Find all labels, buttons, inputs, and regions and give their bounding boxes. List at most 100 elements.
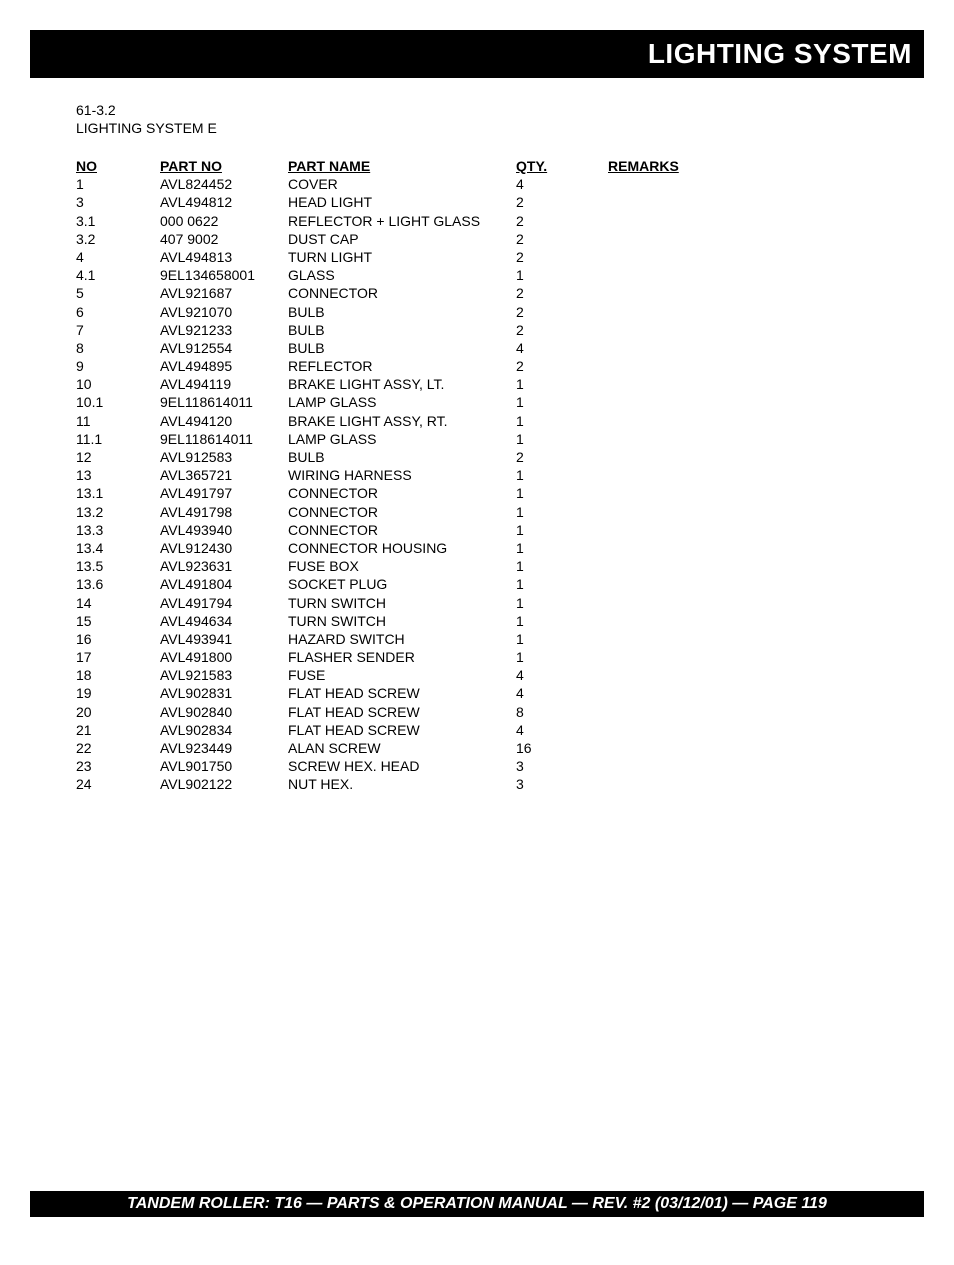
- cell-part-name: CONNECTOR: [288, 503, 516, 521]
- table-row: 4AVL494813TURN LIGHT2: [76, 248, 954, 266]
- cell-remarks: [608, 284, 728, 302]
- cell-no: 9: [76, 357, 160, 375]
- cell-qty: 1: [516, 412, 608, 430]
- table-row: 1AVL824452COVER4: [76, 175, 954, 193]
- cell-part-name: ALAN SCREW: [288, 739, 516, 757]
- cell-part-no: AVL494119: [160, 375, 288, 393]
- cell-remarks: [608, 466, 728, 484]
- cell-remarks: [608, 739, 728, 757]
- cell-part-no: AVL494813: [160, 248, 288, 266]
- table-row: 4.19EL134658001GLASS1: [76, 266, 954, 284]
- cell-part-name: FUSE: [288, 666, 516, 684]
- table-row: 12AVL912583BULB2: [76, 448, 954, 466]
- cell-part-no: AVL923631: [160, 557, 288, 575]
- cell-remarks: [608, 721, 728, 739]
- cell-qty: 1: [516, 630, 608, 648]
- table-row: 24AVL902122NUT HEX.3: [76, 775, 954, 793]
- cell-part-name: CONNECTOR: [288, 521, 516, 539]
- table-row: 19AVL902831FLAT HEAD SCREW4: [76, 684, 954, 702]
- cell-qty: 1: [516, 557, 608, 575]
- cell-no: 10.1: [76, 393, 160, 411]
- cell-part-name: CONNECTOR HOUSING: [288, 539, 516, 557]
- table-row: 16AVL493941HAZARD SWITCH1: [76, 630, 954, 648]
- cell-part-no: AVL921687: [160, 284, 288, 302]
- cell-part-name: BULB: [288, 448, 516, 466]
- table-row: 5AVL921687CONNECTOR2: [76, 284, 954, 302]
- table-row: 23AVL901750SCREW HEX. HEAD3: [76, 757, 954, 775]
- cell-part-no: AVL912430: [160, 539, 288, 557]
- cell-qty: 2: [516, 193, 608, 211]
- cell-part-no: AVL901750: [160, 757, 288, 775]
- table-row: 3AVL494812HEAD LIGHT2: [76, 193, 954, 211]
- cell-part-name: FUSE BOX: [288, 557, 516, 575]
- cell-qty: 2: [516, 248, 608, 266]
- table-row: 13.4AVL912430CONNECTOR HOUSING1: [76, 539, 954, 557]
- cell-part-no: AVL494120: [160, 412, 288, 430]
- cell-remarks: [608, 266, 728, 284]
- table-row: 13.1AVL491797CONNECTOR1: [76, 484, 954, 502]
- cell-part-no: AVL912554: [160, 339, 288, 357]
- cell-no: 13.3: [76, 521, 160, 539]
- table-row: 11AVL494120BRAKE LIGHT ASSY, RT.1: [76, 412, 954, 430]
- cell-no: 13.4: [76, 539, 160, 557]
- cell-no: 13: [76, 466, 160, 484]
- cell-qty: 4: [516, 339, 608, 357]
- cell-no: 19: [76, 684, 160, 702]
- cell-remarks: [608, 430, 728, 448]
- cell-part-no: AVL921233: [160, 321, 288, 339]
- cell-part-no: AVL494634: [160, 612, 288, 630]
- section-code: 61-3.2: [76, 102, 954, 120]
- table-row: 10.19EL118614011LAMP GLASS1: [76, 393, 954, 411]
- cell-qty: 4: [516, 684, 608, 702]
- cell-part-no: AVL902840: [160, 703, 288, 721]
- cell-remarks: [608, 357, 728, 375]
- cell-part-no: AVL902122: [160, 775, 288, 793]
- cell-part-no: 9EL134658001: [160, 266, 288, 284]
- cell-no: 16: [76, 630, 160, 648]
- cell-remarks: [608, 539, 728, 557]
- cell-no: 12: [76, 448, 160, 466]
- table-row: 3.2407 9002DUST CAP2: [76, 230, 954, 248]
- cell-qty: 1: [516, 539, 608, 557]
- col-header-part-no: PART NO: [160, 157, 288, 175]
- cell-no: 3: [76, 193, 160, 211]
- cell-no: 6: [76, 303, 160, 321]
- table-row: 15AVL494634TURN SWITCH1: [76, 612, 954, 630]
- cell-part-no: AVL491800: [160, 648, 288, 666]
- cell-part-no: AVL493940: [160, 521, 288, 539]
- table-row: 21AVL902834FLAT HEAD SCREW4: [76, 721, 954, 739]
- cell-no: 23: [76, 757, 160, 775]
- cell-remarks: [608, 757, 728, 775]
- cell-part-name: REFLECTOR + LIGHT GLASS: [288, 212, 516, 230]
- cell-part-name: TURN SWITCH: [288, 612, 516, 630]
- cell-qty: 1: [516, 375, 608, 393]
- cell-qty: 2: [516, 448, 608, 466]
- cell-remarks: [608, 630, 728, 648]
- cell-part-no: 407 9002: [160, 230, 288, 248]
- cell-qty: 3: [516, 757, 608, 775]
- cell-part-no: 000 0622: [160, 212, 288, 230]
- section-name: LIGHTING SYSTEM E: [76, 120, 954, 138]
- cell-no: 13.5: [76, 557, 160, 575]
- cell-part-no: AVL921070: [160, 303, 288, 321]
- cell-part-no: AVL923449: [160, 739, 288, 757]
- page-container: LIGHTING SYSTEM 61-3.2 LIGHTING SYSTEM E…: [0, 30, 954, 1265]
- cell-qty: 3: [516, 775, 608, 793]
- cell-qty: 1: [516, 430, 608, 448]
- cell-no: 20: [76, 703, 160, 721]
- cell-qty: 2: [516, 321, 608, 339]
- cell-no: 10: [76, 375, 160, 393]
- cell-part-name: BULB: [288, 303, 516, 321]
- cell-part-name: FLAT HEAD SCREW: [288, 721, 516, 739]
- table-row: 11.19EL118614011LAMP GLASS1: [76, 430, 954, 448]
- cell-part-name: COVER: [288, 175, 516, 193]
- cell-no: 18: [76, 666, 160, 684]
- cell-no: 22: [76, 739, 160, 757]
- cell-part-no: AVL912583: [160, 448, 288, 466]
- cell-part-name: HAZARD SWITCH: [288, 630, 516, 648]
- cell-qty: 1: [516, 648, 608, 666]
- cell-no: 21: [76, 721, 160, 739]
- cell-qty: 2: [516, 303, 608, 321]
- table-row: 9AVL494895REFLECTOR2: [76, 357, 954, 375]
- cell-part-name: CONNECTOR: [288, 284, 516, 302]
